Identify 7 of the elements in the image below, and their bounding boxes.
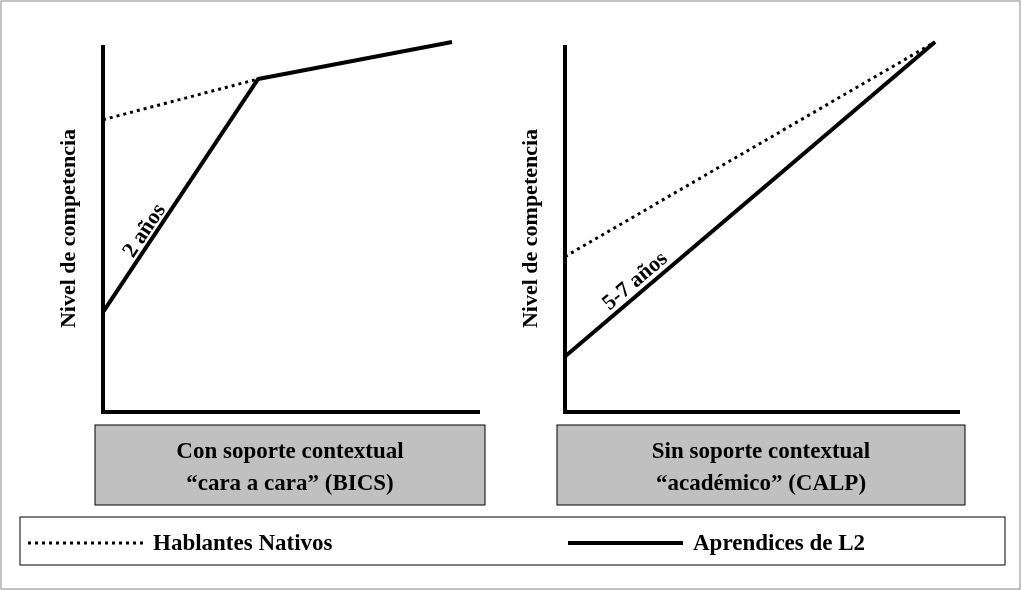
annotation: 5-7 años	[596, 244, 673, 315]
legend-label: Aprendices de L2	[693, 530, 866, 555]
legend-label: Hablantes Nativos	[153, 530, 333, 555]
y-axis-title: Nivel de competencia	[55, 128, 80, 329]
y-axis-title: Nivel de competencia	[517, 128, 542, 329]
x-axis-title: Sin soporte contextual “académico” (CALP)	[651, 438, 871, 495]
x-axis-title: Con soporte contextual “cara a cara” (BICS)	[176, 438, 404, 495]
